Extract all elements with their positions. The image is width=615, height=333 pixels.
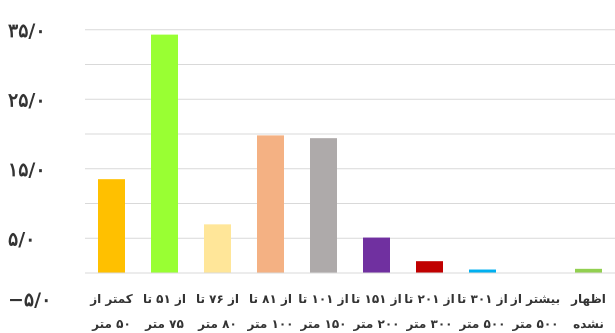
y-tick-label: ۵/۰ xyxy=(8,228,35,250)
bar xyxy=(469,269,496,273)
bar xyxy=(575,268,602,273)
bar xyxy=(310,138,337,273)
y-tick-label: ۳۵/۰ xyxy=(8,20,46,42)
bar xyxy=(257,135,284,273)
x-tick-label: اظهار xyxy=(570,292,606,306)
x-tick-label: ۵۰۰ متر xyxy=(512,317,559,331)
x-tick-label: از ۷۶ تا xyxy=(196,292,239,306)
x-tick-label: ۸۰ متر xyxy=(197,317,237,331)
bar xyxy=(98,179,125,273)
bar xyxy=(363,237,390,273)
x-tick-label: از ۱۵۱ تا xyxy=(351,292,401,306)
x-tick-label: ۷۵ متر xyxy=(144,317,184,331)
x-tick-label: بیشتر از xyxy=(510,292,560,306)
x-axis-ticks: کمتر از ۵۰ متر از ۵۱ تا ۷۵ متر از ۷۶ تا ۸۰ مت… xyxy=(89,292,606,331)
x-tick-label: از ۸۱ تا xyxy=(249,292,292,306)
x-tick-label: از ۳۰۱ تا xyxy=(457,292,507,306)
x-tick-label: ۲۰۰ متر xyxy=(353,317,400,331)
x-tick-label: ۳۰۰ متر xyxy=(406,317,453,331)
bar xyxy=(151,34,178,273)
y-tick-label: ۲۵/۰ xyxy=(8,89,46,111)
bar xyxy=(416,261,443,273)
x-tick-label: از ۵۱ تا xyxy=(143,292,186,306)
x-tick-label: نشده xyxy=(573,317,604,331)
x-tick-label: ۱۰۰ متر xyxy=(247,317,294,331)
bars xyxy=(98,34,602,273)
x-tick-label: کمتر از xyxy=(89,292,133,306)
y-tick-label: ۱۵/۰ xyxy=(8,159,46,181)
x-tick-label: از ۱۰۱ تا xyxy=(298,292,348,306)
x-tick-label: ۵۰ متر xyxy=(91,317,131,331)
x-tick-label: ۱۵۰ متر xyxy=(300,317,347,331)
bar xyxy=(204,224,231,273)
y-tick-label: −۵/۰ xyxy=(8,289,51,311)
y-axis-ticks: −۵/۰ ۵/۰ ۱۵/۰ ۲۵/۰ ۳۵/۰ xyxy=(8,20,51,311)
x-tick-label: ۵۰۰ متر xyxy=(459,317,506,331)
x-tick-label: از ۲۰۱ تا xyxy=(404,292,454,306)
